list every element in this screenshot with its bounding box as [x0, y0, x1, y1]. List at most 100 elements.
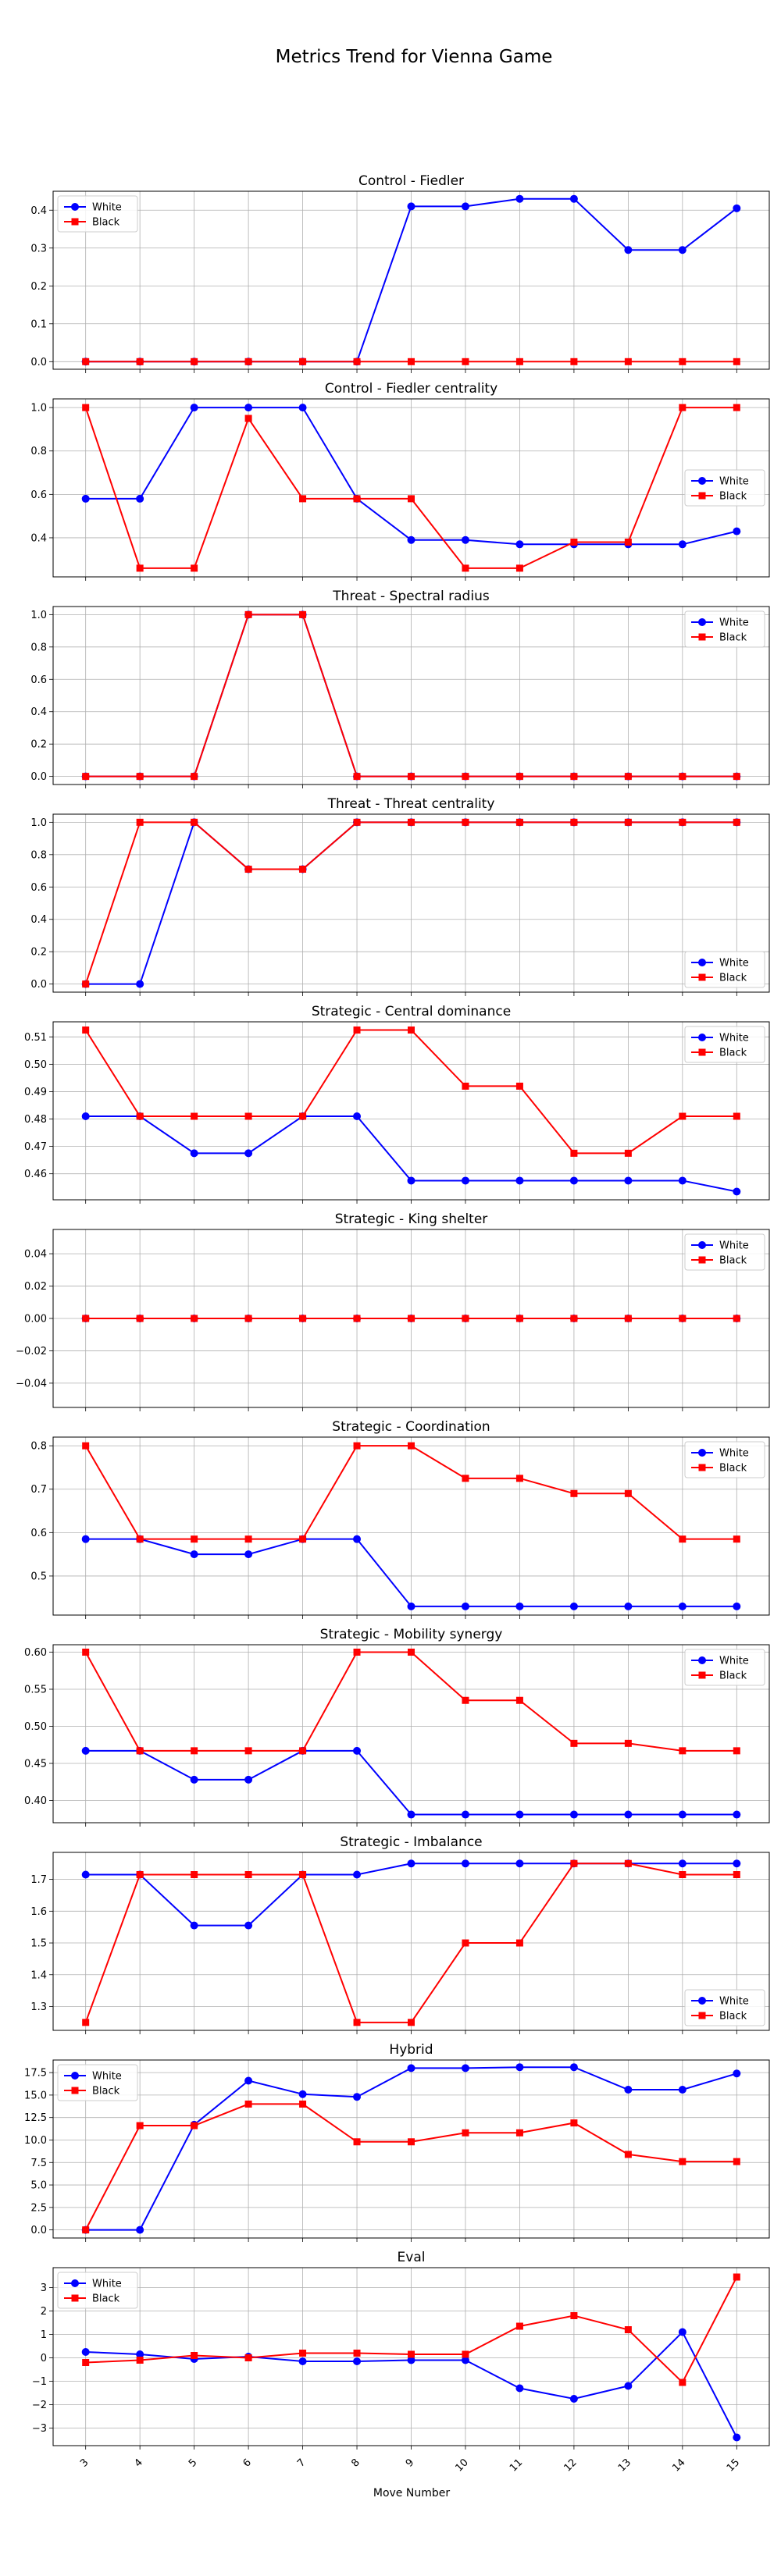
data-point-black — [733, 773, 740, 781]
data-point-white — [407, 202, 415, 211]
x-tick-label: 5 — [187, 2457, 199, 2469]
data-point-black — [408, 1649, 415, 1656]
y-tick-label: 0.8 — [30, 849, 47, 861]
panel-8: Strategic - Mobility synergy 0.40 0.45 0.50… — [24, 1627, 770, 1827]
panel-title: Strategic - Coordination — [332, 1419, 490, 1435]
data-point-white — [678, 540, 686, 549]
data-point-black — [299, 495, 307, 503]
data-point-black — [515, 1696, 523, 1704]
data-point-black — [570, 1489, 578, 1497]
data-point-black — [462, 2129, 469, 2137]
legend: White Black — [57, 2272, 138, 2309]
y-tick-label: −2 — [32, 2400, 47, 2411]
y-tick-label: 7.5 — [30, 2158, 47, 2169]
legend-label: Black — [719, 491, 747, 503]
data-point-black — [570, 1739, 578, 1747]
data-point-black — [624, 818, 632, 826]
y-tick-label: 0.5 — [30, 1571, 47, 1582]
legend: White Black — [684, 610, 765, 648]
data-point-black — [515, 1315, 523, 1322]
legend-marker — [71, 2072, 79, 2080]
data-point-black — [244, 610, 252, 618]
legend: White Black — [684, 1026, 765, 1063]
data-point-black — [136, 1535, 144, 1543]
y-tick-label: 0.8 — [30, 642, 47, 653]
y-tick-label: 10.0 — [24, 2135, 47, 2147]
data-point-black — [408, 773, 415, 781]
legend-label: White — [719, 1033, 749, 1044]
data-point-black — [570, 1149, 578, 1157]
panel-title: Threat - Threat centrality — [327, 796, 495, 812]
data-point-white — [461, 535, 469, 544]
data-point-black — [408, 1442, 415, 1450]
data-point-black — [515, 773, 523, 781]
legend-marker — [698, 618, 706, 626]
panel-title: Hybrid — [389, 2042, 433, 2058]
data-point-black — [191, 358, 198, 365]
data-point-black — [299, 610, 307, 618]
data-point-black — [624, 1149, 632, 1157]
y-tick-label: 0.48 — [24, 1114, 47, 1126]
data-point-black — [353, 1315, 361, 1322]
plot-frame — [52, 2267, 770, 2446]
plot-frame — [52, 1852, 770, 2031]
data-point-black — [733, 2273, 740, 2281]
y-tick-label: 0.2 — [30, 739, 47, 751]
panel-title: Eval — [398, 2250, 426, 2265]
data-point-black — [353, 358, 361, 365]
data-point-black — [624, 2326, 632, 2333]
x-tick-label: 3 — [78, 2457, 91, 2469]
data-point-white — [515, 1810, 524, 1819]
data-point-black — [244, 1747, 252, 1755]
data-point-white — [136, 2226, 144, 2234]
data-point-black — [244, 1535, 252, 1543]
legend-label: Black — [719, 632, 747, 644]
legend-marker — [698, 2012, 706, 2019]
y-tick-label: 17.5 — [24, 2068, 47, 2080]
data-point-black — [408, 2350, 415, 2358]
data-point-black — [191, 773, 198, 781]
data-point-black — [136, 1315, 144, 1322]
data-point-white — [515, 540, 524, 549]
y-tick-label: 1 — [41, 2329, 47, 2341]
panel-1: Control - Fiedler 0.0 0.1 0.2 0.3 0.4 White Bla… — [30, 173, 770, 373]
data-point-white — [81, 1535, 90, 1543]
data-point-black — [462, 1475, 469, 1482]
legend-label: White — [719, 1240, 749, 1252]
data-point-white — [298, 2357, 307, 2365]
y-tick-label: 2.5 — [30, 2202, 47, 2214]
data-point-black — [82, 1315, 90, 1322]
data-point-black — [136, 358, 144, 365]
y-tick-label: 0.46 — [24, 1169, 47, 1180]
data-point-white — [244, 404, 253, 412]
legend: White Black — [57, 195, 138, 233]
data-point-black — [570, 2119, 578, 2127]
data-point-black — [733, 1871, 740, 1878]
y-tick-label: 0.49 — [24, 1087, 47, 1098]
x-tick-label: 4 — [133, 2457, 145, 2469]
data-point-black — [299, 1535, 307, 1543]
legend-label: Black — [92, 2086, 120, 2097]
data-point-black — [136, 1747, 144, 1755]
data-point-black — [82, 980, 90, 988]
data-point-black — [462, 818, 469, 826]
data-point-black — [299, 2100, 307, 2108]
data-point-white — [298, 2090, 307, 2098]
y-tick-label: 3 — [41, 2282, 47, 2294]
y-tick-label: 12.5 — [24, 2112, 47, 2124]
x-tick-label: 15 — [725, 2457, 742, 2474]
legend-label: White — [719, 1656, 749, 1667]
data-point-white — [569, 2395, 578, 2403]
data-point-white — [569, 1810, 578, 1819]
y-tick-label: 5.0 — [30, 2180, 47, 2192]
y-tick-label: 0.0 — [30, 2225, 47, 2236]
data-point-black — [570, 1859, 578, 1867]
plot-frame — [52, 813, 770, 993]
legend-label: Black — [719, 1255, 747, 1267]
panel-7: Strategic - Coordination 0.5 0.6 0.7 0.8 Whit… — [30, 1419, 770, 1619]
legend-marker — [698, 1256, 706, 1264]
data-point-black — [244, 2100, 252, 2108]
data-point-white — [733, 2433, 741, 2442]
data-point-black — [733, 1315, 740, 1322]
y-tick-label: 0.4 — [30, 532, 47, 544]
